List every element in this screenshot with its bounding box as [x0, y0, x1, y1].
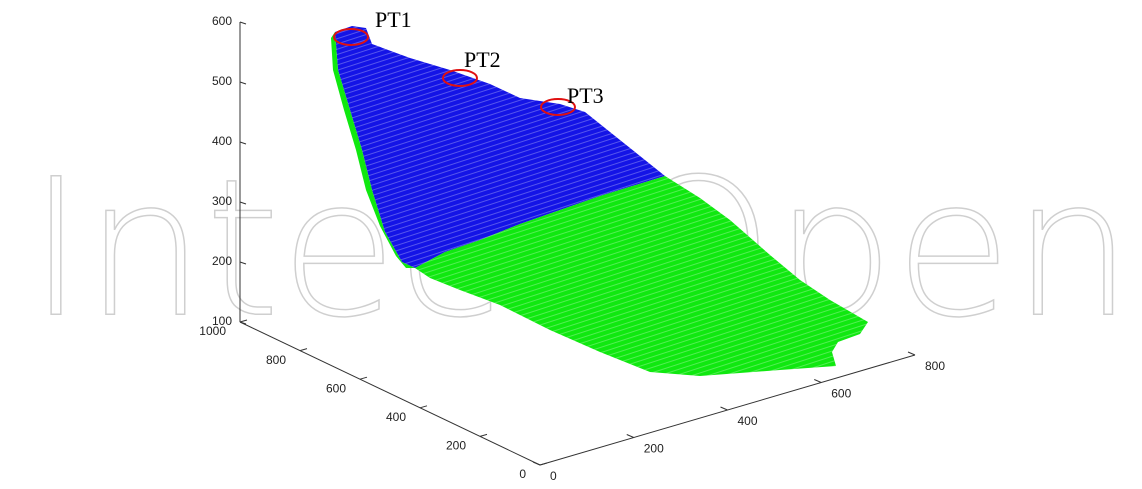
y-tick-label: 600 [326, 381, 346, 395]
annotation-label: PT1 [375, 7, 412, 32]
annotation-circle [540, 98, 576, 116]
z-tick [239, 81, 247, 85]
z-tick-label: 100 [212, 314, 232, 328]
y-tick-label: 0 [519, 467, 526, 481]
x-tick-label: 800 [925, 359, 945, 373]
y-tick-label: 200 [446, 439, 466, 453]
y-tick [239, 319, 248, 323]
y-tick [359, 376, 368, 380]
y-tick [539, 462, 548, 466]
x-tick [626, 434, 634, 438]
x-tick [907, 351, 916, 356]
z-tick [239, 321, 247, 325]
y-tick [299, 348, 308, 352]
annotation-label: PT2 [464, 47, 501, 72]
y-tick-label: 400 [386, 410, 406, 424]
z-tick-label: 200 [212, 254, 232, 268]
z-tick-label: 300 [212, 194, 232, 208]
x-tick-label: 200 [644, 442, 664, 456]
x-tick-label: 400 [738, 414, 758, 428]
y-tick-label: 1000 [199, 324, 226, 338]
annotation-circle [333, 28, 369, 46]
x-tick [532, 461, 541, 466]
z-tick [239, 261, 247, 265]
x-tick [720, 406, 728, 411]
z-tick [239, 201, 247, 205]
z-tick-label: 600 [212, 14, 232, 28]
annotation-circle [442, 69, 478, 87]
y-axis [239, 321, 541, 466]
y-tick [479, 433, 488, 437]
annotation-label: PT3 [567, 83, 604, 108]
point-cloud [331, 26, 868, 376]
z-tick [239, 141, 247, 145]
z-tick-label: 500 [212, 74, 232, 88]
x-tick [814, 379, 822, 383]
x-tick-label: 600 [831, 387, 851, 401]
y-tick [419, 405, 428, 409]
z-tick-label: 400 [212, 134, 232, 148]
y-tick-label: 800 [266, 353, 286, 367]
z-tick [239, 21, 247, 25]
x-tick-label: 0 [550, 469, 557, 483]
